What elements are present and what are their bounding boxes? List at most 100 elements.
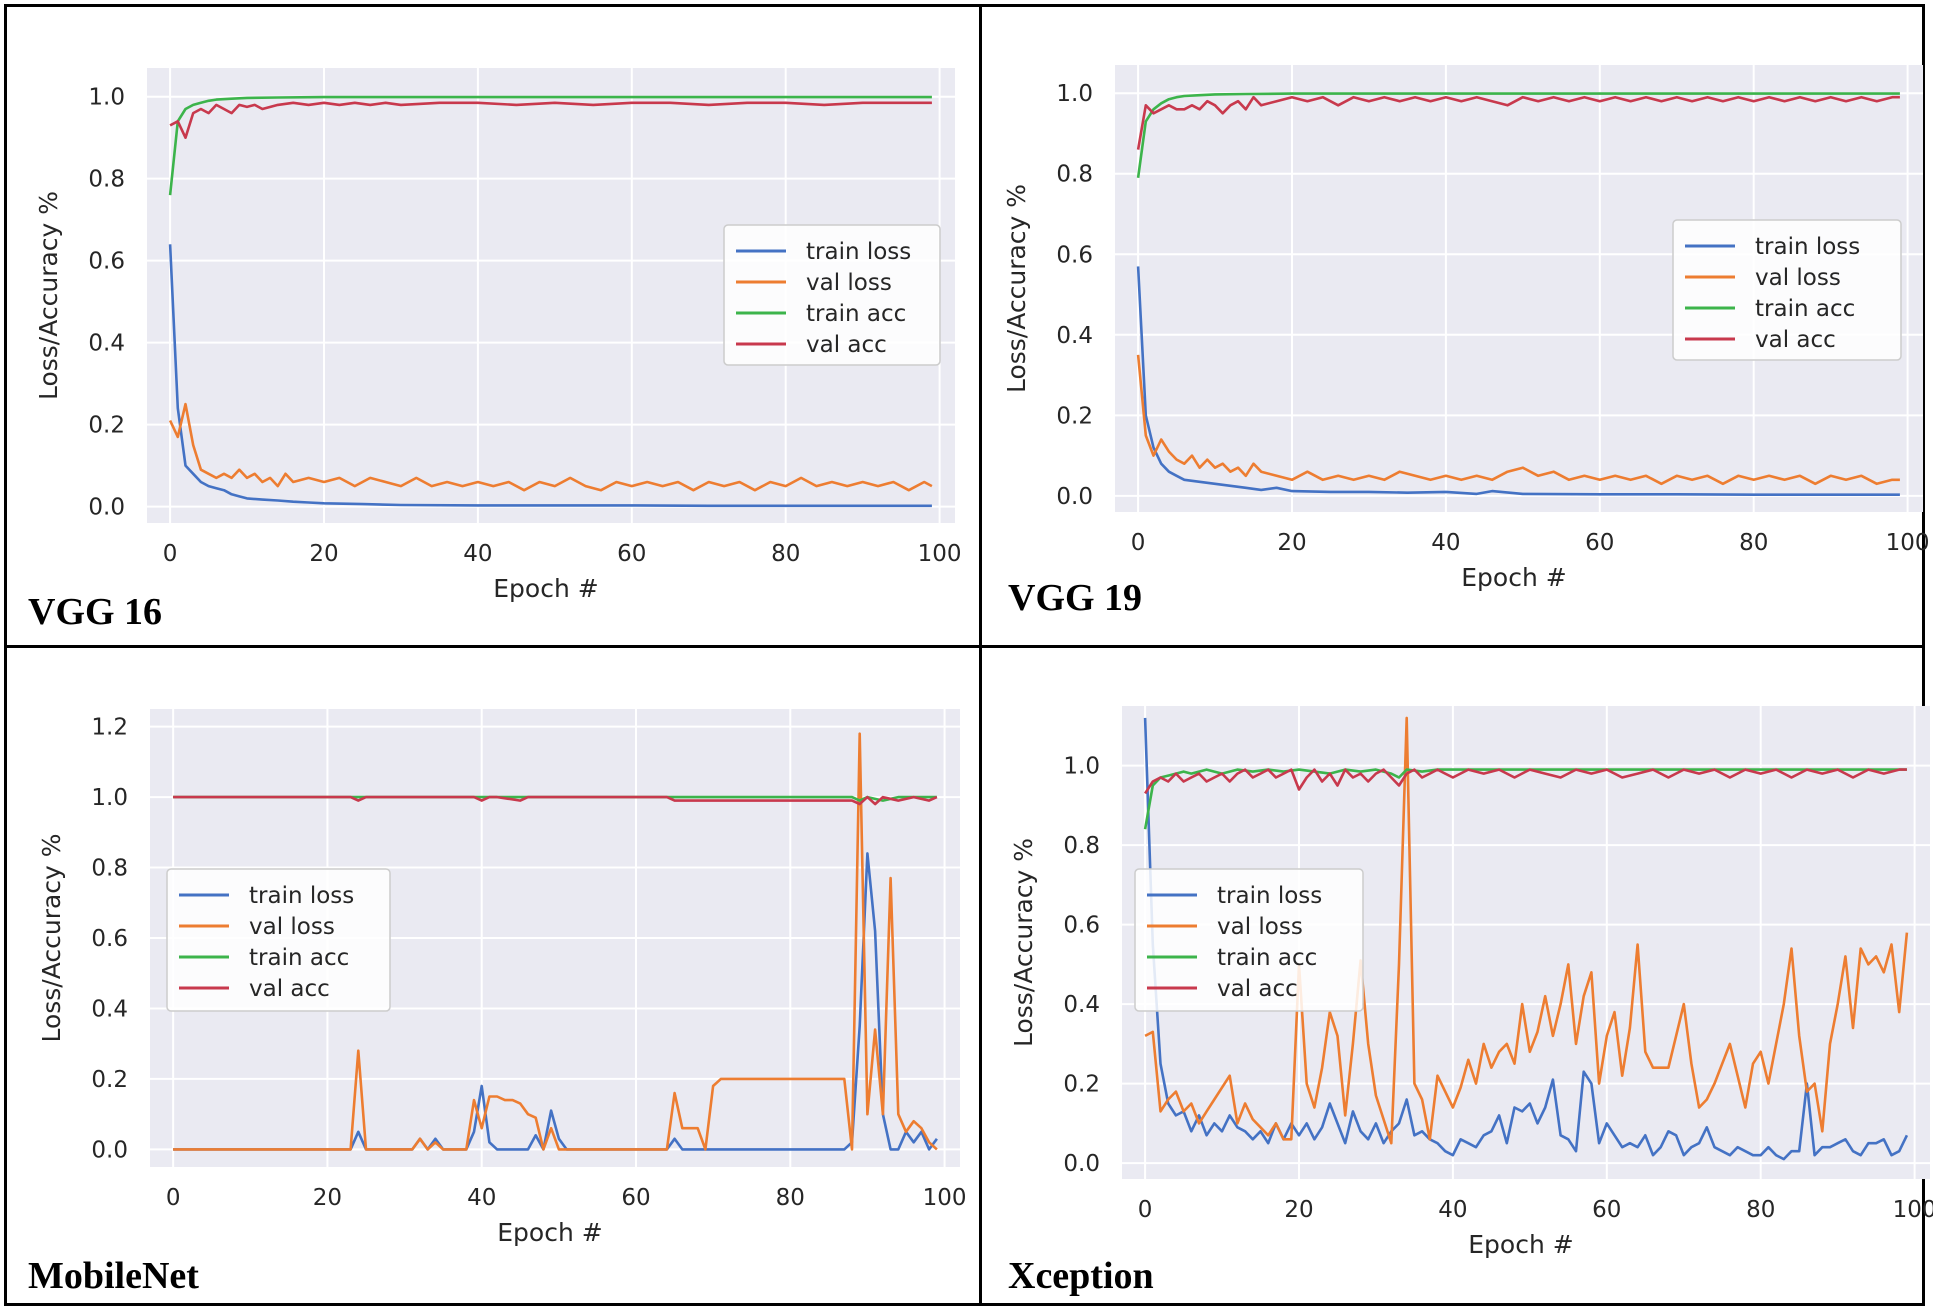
panel-divider-horizontal	[4, 645, 1925, 648]
x-tick-label: 60	[1585, 530, 1614, 556]
series-line-val-loss	[173, 732, 938, 1151]
legend-label-val-loss: val loss	[806, 270, 892, 296]
series-line-val-acc	[1144, 768, 1907, 795]
legend-label-train-acc: train acc	[1217, 945, 1317, 971]
y-tick-label: 0.4	[1063, 992, 1100, 1018]
chart-vgg19: 0 20 40 60 80 100 0.0 0.2 0.4 0.6 0.8 1.0 Epoch # Los…	[985, 10, 1930, 642]
x-tick-label: 40	[467, 1185, 496, 1211]
panel-divider-vertical	[979, 4, 982, 1306]
x-tick-label: 40	[1438, 1197, 1467, 1223]
legend-box	[1672, 219, 1902, 361]
legend-box	[1134, 868, 1364, 1012]
x-axis-label: Epoch #	[493, 574, 598, 603]
series-line-train-acc	[1136, 92, 1900, 178]
y-axis-label: Loss/Accuracy %	[1009, 838, 1038, 1047]
legend-label-train-acc: train acc	[806, 301, 906, 327]
legend-label-val-loss: val loss	[1755, 265, 1841, 291]
y-axis-label: Loss/Accuracy %	[37, 833, 66, 1042]
y-tick-label: 0.0	[88, 495, 125, 521]
x-tick-label: 20	[1284, 1197, 1313, 1223]
series-line-train-acc	[168, 95, 932, 196]
x-tick-label: 80	[1739, 530, 1768, 556]
caption-vgg19: VGG 19	[1008, 577, 1143, 619]
caption-vgg16: VGG 16	[28, 591, 163, 633]
legend-label-train-loss: train loss	[1755, 234, 1860, 260]
y-tick-label: 0.8	[1063, 833, 1100, 859]
caption-mobilenet: MobileNet	[28, 1255, 199, 1297]
series-line-val-loss	[1136, 354, 1900, 486]
legend-label-train-loss: train loss	[806, 239, 911, 265]
y-tick-label: 0.6	[91, 926, 128, 952]
legend-label-val-loss: val loss	[1217, 914, 1303, 940]
chart-xception: 0 20 40 60 80 100 0.0 0.2 0.4 0.6 0.8 1.0 Epoch # Los…	[985, 651, 1933, 1301]
chart-svg-vgg16: 0 20 40 60 80 100 0.0 0.2 0.4 0.6 0.8 1.0 Epoch # Los…	[34, 68, 962, 603]
y-tick-label: 1.0	[88, 85, 125, 111]
y-tick-label: 1.0	[1056, 81, 1093, 107]
series-line-val-acc	[173, 795, 938, 806]
figure-frame	[4, 4, 1925, 1306]
x-tick-label: 80	[1746, 1197, 1775, 1223]
legend-label-val-acc: val acc	[1217, 976, 1298, 1002]
series-line-train-loss	[1143, 717, 1909, 1161]
legend-box	[723, 224, 941, 366]
x-tick-label: 0	[163, 541, 178, 567]
x-tick-label: 60	[621, 1185, 650, 1211]
y-tick-label: 1.2	[91, 715, 128, 741]
series-line-train-loss	[1136, 266, 1900, 497]
y-tick-label: 0.2	[88, 413, 125, 439]
legend-label-train-loss: train loss	[249, 883, 354, 909]
chart-svg-xception: 0 20 40 60 80 100 0.0 0.2 0.4 0.6 0.8 1.0 Epoch # Los…	[1009, 706, 1933, 1259]
legend-label-val-acc: val acc	[1755, 327, 1836, 353]
x-tick-label: 60	[1592, 1197, 1621, 1223]
x-tick-label: 100	[923, 1185, 967, 1211]
y-tick-label: 0.0	[1056, 484, 1093, 510]
y-tick-label: 1.0	[1063, 754, 1100, 780]
y-tick-label: 0.6	[1056, 242, 1093, 268]
legend-label-val-loss: val loss	[249, 914, 335, 940]
y-axis-label: Loss/Accuracy %	[1002, 184, 1031, 393]
y-tick-label: 0.4	[91, 996, 128, 1022]
x-axis-label: Epoch #	[1468, 1230, 1573, 1259]
legend-box	[166, 868, 391, 1012]
legend-label-val-acc: val acc	[249, 976, 330, 1002]
y-tick-label: 0.2	[91, 1067, 128, 1093]
caption-xception: Xception	[1008, 1255, 1154, 1297]
x-tick-label: 40	[1431, 530, 1460, 556]
series-line-val-loss	[168, 402, 933, 492]
y-tick-label: 0.2	[1056, 403, 1093, 429]
x-tick-label: 0	[1131, 530, 1146, 556]
y-tick-label: 0.8	[88, 167, 125, 193]
series-line-val-loss	[1144, 716, 1909, 1145]
series-line-val-acc	[169, 101, 932, 139]
series-line-train-loss	[168, 244, 932, 508]
y-tick-label: 0.8	[1056, 162, 1093, 188]
x-tick-label: 100	[1886, 530, 1930, 556]
y-tick-label: 0.0	[91, 1137, 128, 1163]
y-tick-label: 0.8	[91, 856, 128, 882]
x-tick-label: 100	[918, 541, 962, 567]
y-tick-label: 1.0	[91, 785, 128, 811]
chart-svg-vgg19: 0 20 40 60 80 100 0.0 0.2 0.4 0.6 0.8 1.0 Epoch # Los…	[1002, 65, 1930, 592]
series-line-val-acc	[1136, 95, 1900, 150]
chart-svg-mobilenet: 0 20 40 60 80 100 0.0 0.2 0.4 0.6 0.8 1.0 1.2 Epoch #…	[37, 709, 967, 1247]
y-tick-label: 0.6	[88, 249, 125, 275]
series-line-train-acc	[173, 795, 937, 802]
y-tick-label: 0.4	[1056, 323, 1093, 349]
x-tick-label: 100	[1893, 1197, 1933, 1223]
x-tick-label: 20	[313, 1185, 342, 1211]
y-tick-label: 0.6	[1063, 913, 1100, 939]
x-tick-label: 80	[771, 541, 800, 567]
y-axis-label: Loss/Accuracy %	[34, 191, 63, 400]
x-tick-label: 0	[1138, 1197, 1153, 1223]
x-tick-label: 60	[617, 541, 646, 567]
x-axis-label: Epoch #	[1461, 563, 1566, 592]
chart-mobilenet: 0 20 40 60 80 100 0.0 0.2 0.4 0.6 0.8 1.0 1.2 Epoch #…	[10, 651, 976, 1301]
x-tick-label: 20	[1277, 530, 1306, 556]
legend-label-train-acc: train acc	[1755, 296, 1855, 322]
legend-label-train-acc: train acc	[249, 945, 349, 971]
x-tick-label: 80	[776, 1185, 805, 1211]
y-tick-label: 0.2	[1063, 1072, 1100, 1098]
chart-vgg16: 0 20 40 60 80 100 0.0 0.2 0.4 0.6 0.8 1.0 Epoch # Los…	[10, 10, 976, 642]
y-tick-label: 0.0	[1063, 1151, 1100, 1177]
x-tick-label: 40	[463, 541, 492, 567]
